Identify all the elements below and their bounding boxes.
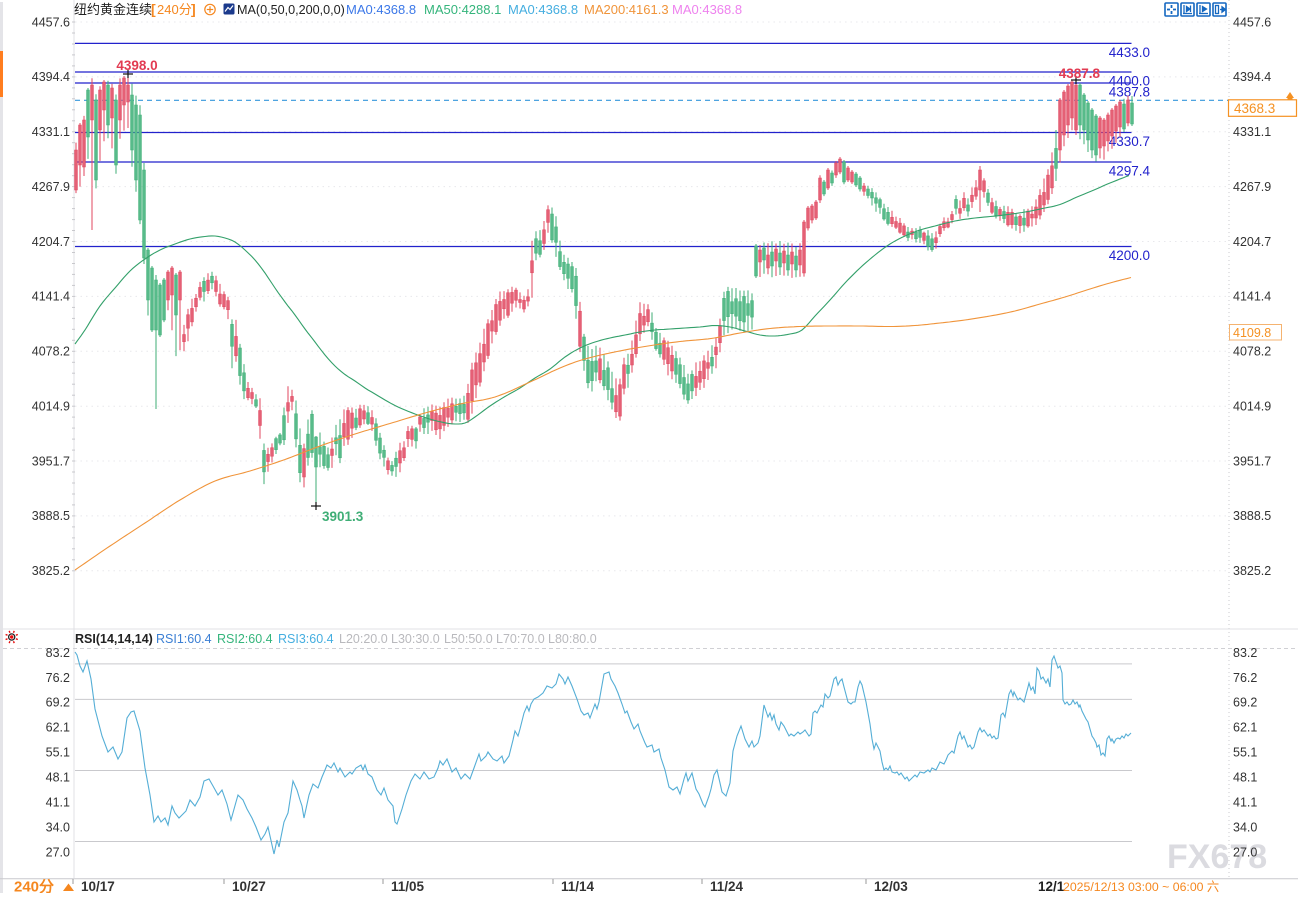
svg-text:4457.6: 4457.6 (1233, 15, 1271, 29)
svg-text:12/03: 12/03 (874, 879, 908, 893)
svg-text:L20:20.0: L20:20.0 (339, 632, 388, 646)
svg-text:L50:50.0: L50:50.0 (444, 632, 493, 646)
svg-text:纽约黄金连续: 纽约黄金连续 (74, 2, 152, 17)
svg-text:76.2: 76.2 (1233, 671, 1257, 685)
svg-text:34.0: 34.0 (1233, 820, 1257, 834)
svg-text:48.1: 48.1 (46, 771, 70, 785)
svg-text:4331.1: 4331.1 (1233, 125, 1271, 139)
svg-text:55.1: 55.1 (46, 746, 70, 760)
svg-text:L80:80.0: L80:80.0 (548, 632, 597, 646)
svg-text:11/14: 11/14 (561, 879, 595, 893)
svg-text:62.1: 62.1 (46, 721, 70, 735)
svg-text:55.1: 55.1 (1233, 746, 1257, 760)
svg-text:MA50:4288.1: MA50:4288.1 (424, 2, 501, 17)
svg-text:12/1: 12/1 (1038, 879, 1065, 893)
svg-text:27.0: 27.0 (46, 845, 70, 859)
svg-text:3951.7: 3951.7 (32, 454, 70, 468)
svg-text:3825.2: 3825.2 (1233, 564, 1271, 578)
svg-text:11/24: 11/24 (710, 879, 744, 893)
svg-text:4330.7: 4330.7 (1109, 134, 1150, 149)
svg-text:4078.2: 4078.2 (1233, 345, 1271, 359)
svg-text:34.0: 34.0 (46, 820, 70, 834)
svg-text:[: [ (151, 1, 156, 17)
svg-text:4204.7: 4204.7 (32, 235, 70, 249)
svg-text:4078.2: 4078.2 (32, 345, 70, 359)
svg-text:69.2: 69.2 (46, 696, 70, 710)
svg-text:240分: 240分 (157, 2, 192, 17)
svg-text:240分: 240分 (14, 879, 54, 894)
svg-text:83.2: 83.2 (1233, 646, 1257, 660)
svg-text:83.2: 83.2 (46, 646, 70, 660)
svg-text:4387.8: 4387.8 (1059, 66, 1101, 81)
svg-text:4457.6: 4457.6 (32, 15, 70, 29)
svg-text:11/05: 11/05 (391, 879, 425, 893)
svg-text:L30:30.0: L30:30.0 (391, 632, 440, 646)
svg-text:48.1: 48.1 (1233, 771, 1257, 785)
svg-text:69.2: 69.2 (1233, 696, 1257, 710)
svg-text:4200.0: 4200.0 (1109, 248, 1150, 263)
svg-text:L70:70.0: L70:70.0 (496, 632, 545, 646)
svg-text:4297.4: 4297.4 (1109, 164, 1151, 179)
svg-text:4267.9: 4267.9 (32, 180, 70, 194)
svg-text:76.2: 76.2 (46, 671, 70, 685)
svg-text:]: ] (191, 1, 196, 17)
svg-text:4394.4: 4394.4 (32, 70, 70, 84)
svg-text:27.0: 27.0 (1233, 845, 1257, 859)
svg-text:4014.9: 4014.9 (32, 400, 70, 414)
svg-text:RSI2:60.4: RSI2:60.4 (217, 632, 273, 646)
svg-text:MA200:4161.3: MA200:4161.3 (584, 2, 669, 17)
svg-text:4398.0: 4398.0 (116, 58, 157, 73)
svg-text:4400.0: 4400.0 (1109, 74, 1150, 89)
svg-text:4331.1: 4331.1 (32, 125, 70, 139)
svg-text:10/17: 10/17 (81, 879, 115, 893)
svg-text:MA0:4368.8: MA0:4368.8 (672, 2, 742, 17)
svg-text:4368.3: 4368.3 (1234, 101, 1275, 116)
svg-text:3888.5: 3888.5 (1233, 509, 1271, 523)
svg-text:2025/12/13 03:00 ~ 06:00 六: 2025/12/13 03:00 ~ 06:00 六 (1063, 880, 1219, 893)
svg-text:4141.4: 4141.4 (1233, 290, 1271, 304)
svg-text:4109.8: 4109.8 (1233, 326, 1271, 340)
svg-text:3888.5: 3888.5 (32, 509, 70, 523)
svg-text:RSI3:60.4: RSI3:60.4 (278, 632, 334, 646)
svg-text:3951.7: 3951.7 (1233, 454, 1271, 468)
svg-text:RSI1:60.4: RSI1:60.4 (156, 632, 212, 646)
svg-text:4394.4: 4394.4 (1233, 70, 1271, 84)
svg-text:RSI(14,14,14): RSI(14,14,14) (75, 632, 153, 646)
svg-text:4267.9: 4267.9 (1233, 180, 1271, 194)
svg-text:4014.9: 4014.9 (1233, 400, 1271, 414)
svg-text:4387.8: 4387.8 (1109, 85, 1150, 100)
svg-text:10/27: 10/27 (232, 879, 266, 893)
svg-text:MA0:4368.8: MA0:4368.8 (508, 2, 578, 17)
svg-text:4433.0: 4433.0 (1109, 45, 1150, 60)
svg-text:62.1: 62.1 (1233, 721, 1257, 735)
svg-text:4204.7: 4204.7 (1233, 235, 1271, 249)
svg-text:3825.2: 3825.2 (32, 564, 70, 578)
svg-text:FX678: FX678 (1167, 838, 1267, 876)
svg-text:41.1: 41.1 (1233, 796, 1257, 810)
svg-text:41.1: 41.1 (46, 796, 70, 810)
svg-text:MA0:4368.8: MA0:4368.8 (346, 2, 416, 17)
svg-text:4141.4: 4141.4 (32, 290, 70, 304)
svg-text:3901.3: 3901.3 (322, 509, 364, 524)
svg-text:MA(0,50,0,200,0,0): MA(0,50,0,200,0,0) (237, 3, 345, 17)
